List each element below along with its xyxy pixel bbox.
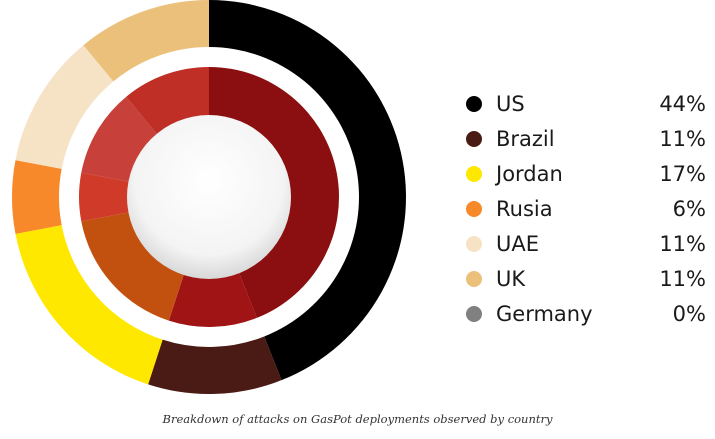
legend-swatch bbox=[466, 165, 482, 182]
legend-item-uk: UK 11% bbox=[466, 261, 706, 296]
legend-swatch bbox=[466, 200, 482, 217]
legend-label: US bbox=[496, 91, 525, 116]
inner-slice-uae bbox=[81, 96, 159, 183]
legend-label: UAE bbox=[496, 231, 540, 256]
outer-slice-us bbox=[209, 0, 406, 381]
outer-slice-brazil bbox=[148, 336, 282, 394]
legend-swatch bbox=[466, 95, 482, 112]
legend-label: Jordan bbox=[496, 161, 563, 186]
legend-swatch bbox=[466, 130, 482, 147]
inner-slice-jordan bbox=[81, 211, 185, 321]
legend-item-us: US 44% bbox=[466, 86, 706, 121]
legend-swatch bbox=[466, 235, 482, 252]
legend-value: 17% bbox=[659, 161, 706, 186]
outer-slice-jordan bbox=[15, 225, 163, 385]
legend-value: 0% bbox=[672, 301, 706, 326]
legend-value: 11% bbox=[659, 266, 706, 291]
legend-item-uae: UAE 11% bbox=[466, 226, 706, 261]
legend-label: UK bbox=[496, 266, 526, 291]
inner-slice-brazil bbox=[168, 271, 257, 328]
legend-item-brazil: Brazil 11% bbox=[466, 121, 706, 156]
legend-label: Rusia bbox=[496, 196, 553, 221]
donut-svg bbox=[12, 0, 406, 394]
legend-item-jordan: Jordan 17% bbox=[466, 156, 706, 191]
legend-swatch bbox=[466, 305, 482, 322]
legend-swatch bbox=[466, 270, 482, 287]
legend-value: 11% bbox=[659, 126, 706, 151]
legend-value: 6% bbox=[672, 196, 706, 221]
center-hole bbox=[127, 115, 291, 279]
legend-label: Brazil bbox=[496, 126, 555, 151]
outer-slice-uae bbox=[15, 45, 114, 169]
legend-value: 11% bbox=[659, 231, 706, 256]
outer-ring bbox=[12, 0, 406, 394]
legend-value: 44% bbox=[659, 91, 706, 116]
inner-slice-us bbox=[209, 67, 339, 318]
inner-slice-rusia bbox=[78, 172, 131, 222]
legend-item-rusia: Rusia 6% bbox=[466, 191, 706, 226]
legend-item-germany: Germany 0% bbox=[466, 296, 706, 331]
chart-caption: Breakdown of attacks on GasPot deploymen… bbox=[162, 412, 553, 426]
legend: US 44% Brazil 11% Jordan 17% Rusia 6% UAE 11% UK 11… bbox=[466, 86, 706, 331]
outer-slice-rusia bbox=[12, 160, 62, 234]
inner-ring bbox=[78, 67, 339, 328]
outer-slice-uk bbox=[83, 0, 209, 82]
legend-label: Germany bbox=[496, 301, 593, 326]
